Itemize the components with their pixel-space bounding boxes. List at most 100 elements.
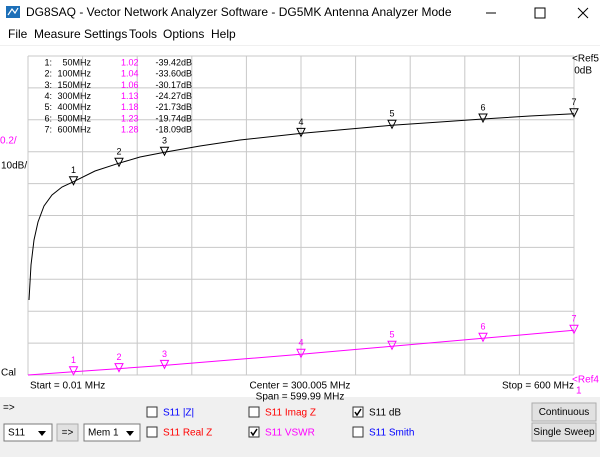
- vswr-marker-label: 2: [116, 352, 121, 362]
- marker-frequency: 300MHz: [57, 91, 91, 101]
- vswr-marker-label: 5: [389, 330, 394, 340]
- db-marker: [296, 127, 306, 138]
- marker-index: 5:: [44, 102, 52, 112]
- plot-background: [0, 46, 600, 397]
- menu-bar: File Measure Settings Tools Options Help: [8, 27, 236, 41]
- marker-vswr: 1.18: [121, 102, 139, 112]
- ref-db-value: 0dB: [574, 66, 592, 77]
- ref-db-label: <Ref5: [572, 54, 599, 65]
- db-marker-label: 2: [116, 147, 121, 157]
- vswr-marker-label: 7: [571, 314, 576, 324]
- memory-select-arrow: [126, 431, 134, 436]
- cal-label: Cal: [1, 368, 16, 379]
- sweep-span: Span = 599.99 MHz: [256, 392, 345, 403]
- sweep-button-text: Single Sweep: [533, 427, 595, 438]
- sweep-start: Start = 0.01 MHz: [30, 381, 105, 392]
- trace-label: S11 Real Z: [163, 428, 212, 439]
- vswr-marker-label: 3: [162, 349, 167, 359]
- marker-vswr: 1.04: [121, 69, 139, 79]
- vswr-marker-label: 1: [71, 355, 76, 365]
- marker-frequency: 50MHz: [62, 57, 91, 67]
- copy-button[interactable]: [56, 423, 79, 442]
- menu-item[interactable]: Options: [163, 27, 204, 41]
- close-button[interactable]: [577, 7, 589, 19]
- menu-item[interactable]: Tools: [129, 27, 157, 41]
- grid: [27, 55, 575, 376]
- marker-vswr: 1.06: [121, 80, 139, 90]
- trace-checkbox[interactable]: [248, 406, 260, 418]
- sweep-center: Center = 300.005 MHz: [250, 381, 351, 392]
- marker-db: -33.60dB: [155, 69, 192, 79]
- sweep-button[interactable]: [531, 402, 597, 422]
- param-select[interactable]: [3, 423, 53, 442]
- marker-index: 3:: [44, 80, 52, 90]
- sweep-button-text: Continuous: [539, 407, 590, 418]
- db-marker: [569, 108, 579, 118]
- db-marker-label: 5: [389, 109, 394, 119]
- trace-checkbox[interactable]: [146, 426, 158, 438]
- app-icon-glyph: [7, 7, 19, 16]
- menu-item[interactable]: Settings: [84, 27, 127, 41]
- trace-label: S11 Imag Z: [265, 408, 316, 419]
- marker-index: 7:: [44, 125, 52, 135]
- marker-db: -18.09dB: [155, 125, 192, 135]
- vswr-marker: [114, 363, 124, 373]
- vswr-marker-label: 4: [298, 338, 303, 348]
- vswr-marker: [296, 348, 306, 359]
- marker-vswr: 1.23: [121, 113, 139, 123]
- param-select-arrow: [38, 431, 46, 436]
- ref-vswr-label: <Ref4: [572, 375, 599, 386]
- marker-db: -39.42dB: [155, 57, 192, 67]
- marker-index: 1:: [44, 57, 52, 67]
- ref-vswr-value: 1: [576, 386, 582, 397]
- menu-item[interactable]: File: [8, 27, 28, 41]
- trace-label: S11 VSWR: [265, 428, 315, 439]
- trace-label: S11 dB: [369, 408, 401, 419]
- db-marker: [114, 157, 124, 168]
- copy-button-text: =>: [62, 428, 74, 439]
- trace-checkbox[interactable]: [352, 426, 364, 438]
- vswr-marker: [478, 332, 488, 343]
- title-and-menu-background: [0, 0, 600, 45]
- memory-select[interactable]: [83, 423, 141, 442]
- db-marker: [478, 113, 488, 124]
- db-marker-label: 7: [571, 97, 576, 107]
- db-marker: [159, 146, 170, 157]
- marker-frequency: 400MHz: [57, 102, 91, 112]
- marker-index: 6:: [44, 113, 52, 123]
- marker-frequency: 500MHz: [57, 113, 91, 123]
- marker-db: -24.27dB: [155, 91, 192, 101]
- param-select-text: S11: [8, 428, 25, 439]
- plot: 1: 50MHz 1.02 -39.42dB 1 1 2: 100MHz 1.04 -33.60d…: [27, 57, 579, 376]
- menu-item[interactable]: Measure: [34, 27, 81, 41]
- trace-checkboxes: S11 |Z| S11 Imag Z S11 dB S11 Real Z S11 VSW…: [146, 406, 414, 439]
- marker-vswr: 1.13: [121, 91, 139, 101]
- marker-db: -19.74dB: [155, 113, 192, 123]
- trace-checkbox[interactable]: [352, 406, 364, 418]
- db-marker-label: 1: [71, 165, 76, 175]
- marker-index: 2:: [44, 69, 52, 79]
- db-marker-label: 6: [480, 102, 485, 112]
- trace-checkbox[interactable]: [146, 406, 158, 418]
- marker-frequency: 100MHz: [57, 69, 91, 79]
- marker-index: 4:: [44, 91, 52, 101]
- db-marker: [387, 119, 397, 130]
- marker-db: -30.17dB: [155, 80, 192, 90]
- marker-db: -21.73dB: [155, 102, 192, 112]
- db-trace: [28, 113, 575, 301]
- vswr-marker-label: 6: [480, 322, 485, 332]
- menu-item[interactable]: Help: [211, 27, 236, 41]
- marker-vswr: 1.28: [121, 125, 139, 135]
- maximize-button[interactable]: [534, 7, 546, 19]
- db-scale-label: 10dB/: [1, 161, 27, 172]
- vswr-marker: [159, 359, 170, 370]
- checkmark: [354, 408, 362, 417]
- trace-label: S11 Smith: [369, 428, 414, 439]
- app-icon: [6, 6, 20, 18]
- trace-checkbox[interactable]: [248, 426, 260, 438]
- sweep-button[interactable]: [531, 422, 597, 442]
- vswr-scale-label: 0.2/: [0, 136, 17, 147]
- memory-select-text: Mem 1: [88, 428, 119, 439]
